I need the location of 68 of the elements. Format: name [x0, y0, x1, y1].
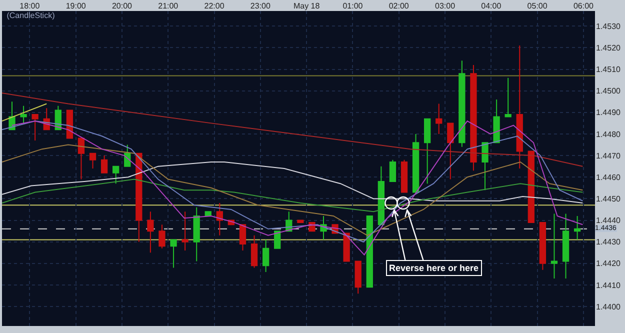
y-tick-label: 1.4520	[596, 43, 622, 52]
y-tick-label: 1.4410	[596, 280, 622, 290]
candlestick	[239, 224, 246, 251]
candlestick	[297, 220, 304, 223]
candlestick	[158, 224, 166, 249]
candlestick	[493, 98, 500, 144]
candlestick	[562, 213, 570, 280]
candlestick	[470, 64, 477, 172]
candlestick	[400, 159, 408, 193]
candlestick	[170, 239, 177, 268]
candlestick	[412, 133, 420, 193]
candlestick	[528, 150, 534, 223]
candlestick	[378, 166, 385, 226]
y-tick-label: 1.4430	[596, 238, 622, 247]
x-tick-label: 20:00	[112, 1, 133, 10]
candlestick	[193, 206, 200, 262]
candlestick	[550, 213, 558, 280]
x-tick-label: 23:00	[250, 1, 271, 10]
x-tick-label: 21:00	[158, 1, 179, 10]
x-tick-label: 18:00	[20, 1, 40, 10]
x-tick-label: 02:00	[388, 1, 410, 10]
chart-title: (CandleStick)	[6, 11, 56, 20]
candlestick	[354, 260, 362, 294]
annotation: Reverse here or here	[389, 263, 479, 273]
x-tick-label: 01:00	[342, 1, 364, 10]
x-tick-label: 22:00	[204, 1, 225, 10]
y-tick-label: 1.4480	[596, 130, 622, 139]
candlestick	[343, 232, 350, 262]
candlestick	[100, 155, 108, 174]
y-tick-label: 1.4450	[596, 194, 622, 204]
candlestick	[516, 45, 523, 169]
candlestick	[366, 215, 373, 288]
candlestick	[389, 159, 396, 182]
y-tick-label: 1.4510	[596, 65, 622, 74]
candlestick	[250, 234, 258, 268]
y-tick-label: 1.4470	[596, 151, 622, 160]
candlestick	[147, 211, 154, 254]
candlestick	[112, 166, 120, 184]
y-tick-label: 1.4400	[596, 302, 622, 312]
x-tick-label: 06:00	[573, 1, 594, 10]
y-tick-label: 1.4500	[596, 86, 622, 96]
x-tick-label: 19:00	[66, 1, 86, 10]
candlestick	[447, 122, 454, 180]
y-tick-label: 1.4530	[596, 22, 622, 31]
x-tick-label: 03:00	[435, 1, 456, 10]
x-tick-label: May 18	[293, 1, 320, 10]
candlestick	[89, 152, 96, 169]
candlestick	[136, 152, 142, 242]
candlestick	[482, 142, 488, 191]
candlestick	[32, 114, 38, 141]
candlestick	[78, 138, 85, 180]
candlestick	[274, 230, 281, 249]
candlestick	[504, 77, 512, 118]
x-tick-label: 05:00	[527, 1, 548, 10]
candlestick	[216, 202, 223, 236]
candlestick	[20, 105, 27, 124]
candlestick	[262, 239, 270, 273]
y-tick-label: 1.4490	[596, 108, 622, 118]
candlestick	[436, 103, 442, 134]
y-tick-label: 1.4420	[596, 259, 622, 268]
candlestick	[539, 222, 546, 270]
candlestick	[424, 118, 431, 184]
candlestick	[182, 211, 188, 251]
candlestick	[574, 215, 581, 240]
x-tick-label: 04:00	[481, 1, 502, 10]
y-tick-label: 1.4440	[596, 216, 622, 226]
y-tick-label: 1.4460	[596, 172, 622, 182]
candlestick	[458, 60, 466, 148]
